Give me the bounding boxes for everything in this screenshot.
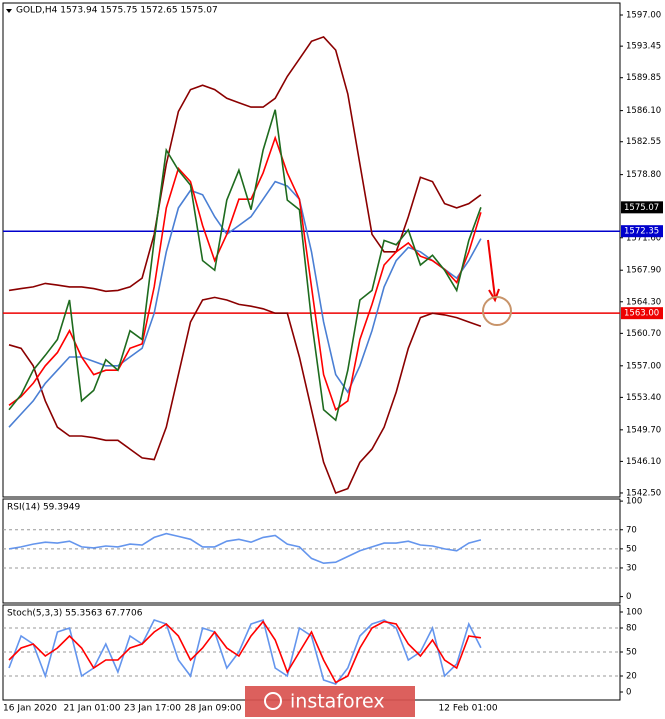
y-tick-label: 80 bbox=[626, 624, 637, 634]
y-tick-label: 1589.85 bbox=[626, 73, 661, 83]
y-tick-label: 70 bbox=[626, 525, 637, 535]
arrow bbox=[487, 239, 496, 299]
series-line bbox=[8, 620, 482, 684]
series-line bbox=[8, 618, 482, 685]
x-tick-label: 23 Jan 17:00 bbox=[124, 704, 181, 714]
stoch-title: Stoch(5,3,3) 55.3563 67.7706 bbox=[7, 609, 143, 619]
series-line bbox=[8, 296, 482, 495]
level-label: 1572.35 bbox=[624, 227, 659, 237]
y-tick-label: 100 bbox=[626, 608, 642, 618]
series-line bbox=[8, 180, 482, 428]
level-tag bbox=[621, 225, 663, 238]
watermark: instaforex bbox=[245, 686, 415, 717]
x-tick-label: 12 Feb 01:00 bbox=[439, 704, 498, 714]
y-tick-label: 1553.40 bbox=[626, 393, 661, 403]
y-tick-label: 1557.00 bbox=[626, 361, 661, 371]
level-label: 1575.07 bbox=[624, 203, 659, 213]
watermark-icon bbox=[264, 692, 282, 710]
y-tick-label: 0 bbox=[626, 592, 631, 602]
y-tick-label: 1546.10 bbox=[626, 457, 661, 467]
y-tick-label: 1586.10 bbox=[626, 106, 661, 116]
series-line bbox=[8, 135, 482, 411]
x-tick-label: 16 Jan 2020 bbox=[3, 704, 57, 714]
level-tag bbox=[621, 201, 663, 214]
series-line bbox=[8, 35, 482, 293]
chart-title: GOLD,H4 1573.94 1575.75 1572.65 1575.07 bbox=[16, 6, 218, 16]
x-tick-label: 28 Jan 09:00 bbox=[184, 704, 241, 714]
y-tick-label: 1593.45 bbox=[626, 42, 661, 52]
rsi-panel bbox=[2, 498, 621, 604]
y-tick-label: 1571.60 bbox=[626, 233, 661, 243]
y-tick-label: 1582.55 bbox=[626, 137, 661, 147]
arrow-head bbox=[488, 288, 500, 303]
level-label: 1563.00 bbox=[624, 309, 659, 319]
y-tick-label: 100 bbox=[626, 497, 642, 507]
watermark-box bbox=[245, 686, 415, 717]
y-tick-label: 50 bbox=[626, 648, 637, 658]
main-panel bbox=[2, 2, 621, 498]
symbol-icon bbox=[6, 9, 12, 13]
y-tick-label: 1578.80 bbox=[626, 170, 661, 180]
x-tick-label: 21 Jan 01:00 bbox=[63, 704, 120, 714]
watermark-text: instaforex bbox=[290, 691, 385, 713]
y-tick-label: 20 bbox=[626, 672, 637, 682]
y-tick-label: 1542.50 bbox=[626, 488, 661, 498]
y-tick-label: 30 bbox=[626, 563, 637, 573]
target-circle bbox=[482, 296, 512, 326]
rsi-title: RSI(14) 59.3949 bbox=[7, 503, 80, 513]
series-line bbox=[8, 532, 482, 565]
series-line bbox=[8, 109, 482, 422]
y-tick-label: 1597.00 bbox=[626, 11, 661, 21]
y-tick-label: 1549.70 bbox=[626, 425, 661, 435]
level-tag bbox=[621, 307, 663, 320]
y-tick-label: 0 bbox=[626, 688, 631, 698]
y-tick-label: 1560.70 bbox=[626, 329, 661, 339]
y-tick-label: 50 bbox=[626, 544, 637, 554]
y-tick-label: 1564.30 bbox=[626, 297, 661, 307]
y-tick-label: 1567.90 bbox=[626, 266, 661, 276]
